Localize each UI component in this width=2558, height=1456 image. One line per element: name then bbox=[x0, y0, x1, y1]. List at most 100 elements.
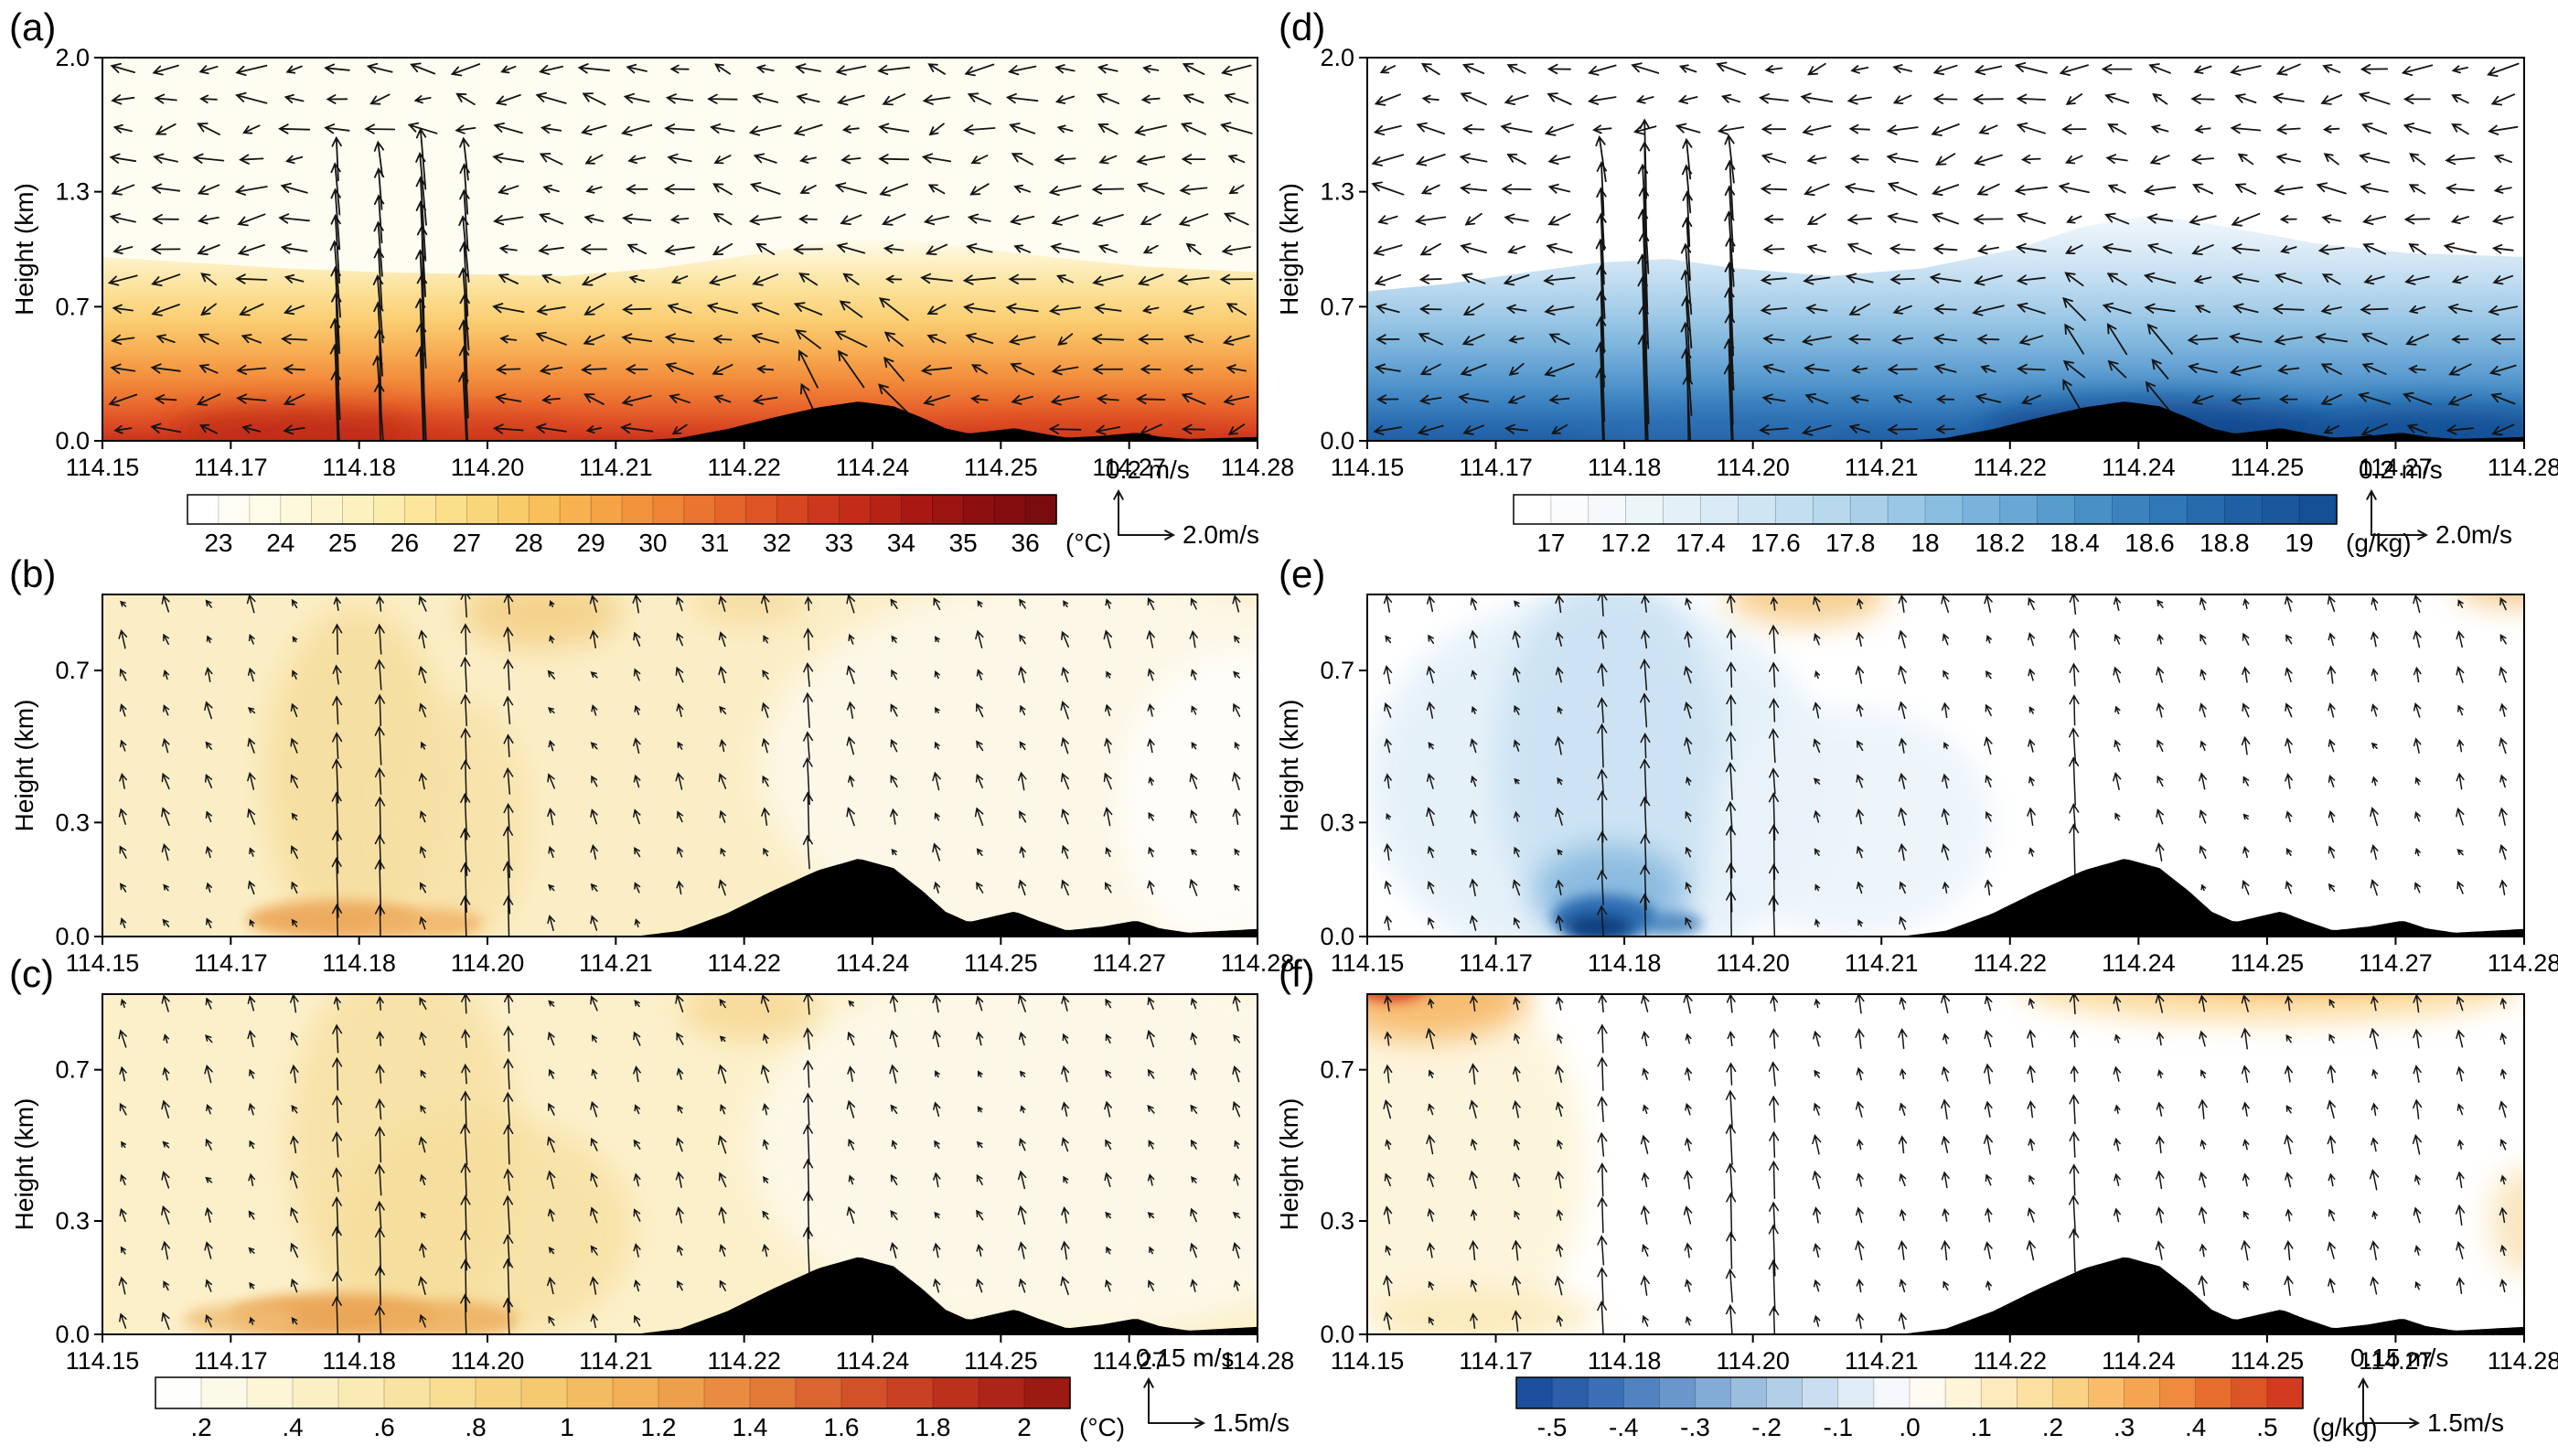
wind-vector bbox=[633, 1139, 641, 1150]
wind-vector bbox=[927, 63, 946, 75]
wind-vector bbox=[1941, 1135, 1950, 1153]
wind-vector bbox=[1725, 1268, 1736, 1303]
wind-vector bbox=[590, 883, 598, 893]
wind-vector bbox=[1019, 846, 1026, 858]
colorbar-cell bbox=[2074, 494, 2114, 525]
wind-vector bbox=[676, 1067, 684, 1080]
colorbar-tick-label: .0 bbox=[1899, 1413, 1920, 1441]
wind-vector bbox=[503, 658, 514, 691]
wind-vector bbox=[712, 334, 733, 344]
wind-vector bbox=[419, 702, 427, 718]
wind-vector bbox=[1377, 215, 1398, 225]
wind-vector bbox=[161, 994, 170, 1012]
plot-area bbox=[1367, 994, 2524, 1334]
wind-vector bbox=[163, 704, 170, 716]
wind-vector bbox=[2069, 727, 2080, 765]
colorbar-tick-label: 1.2 bbox=[641, 1413, 677, 1441]
wind-vector bbox=[634, 918, 641, 928]
wind-vector bbox=[1595, 316, 1607, 423]
wind-vector bbox=[969, 183, 990, 196]
wind-vector bbox=[283, 393, 305, 406]
wind-vector bbox=[623, 92, 650, 103]
wind-vector bbox=[1640, 864, 1651, 911]
wind-vector bbox=[1900, 1068, 1907, 1080]
wind-vector bbox=[1683, 1170, 1693, 1190]
colorbar-cell bbox=[795, 1376, 842, 1409]
x-tick-label: 114.21 bbox=[579, 1347, 653, 1375]
wind-vector bbox=[373, 247, 384, 310]
wind-vector bbox=[719, 998, 726, 1009]
wind-vector bbox=[1234, 1140, 1240, 1150]
wind-vector bbox=[460, 827, 471, 877]
wind-vector bbox=[2327, 594, 2336, 613]
ref-vertical-arrow bbox=[1143, 1376, 1154, 1424]
wind-vector bbox=[1147, 737, 1155, 754]
wind-vector bbox=[2320, 94, 2343, 105]
wind-vector bbox=[120, 883, 127, 893]
wind-vector bbox=[976, 1031, 984, 1046]
wind-vector bbox=[1219, 122, 1253, 134]
wind-vector bbox=[2199, 1205, 2208, 1224]
wind-vector bbox=[1371, 154, 1405, 166]
colorbar-unit: (°C) bbox=[1065, 529, 1111, 557]
wind-vector bbox=[2285, 1172, 2293, 1188]
colorbar-cell bbox=[1849, 494, 1889, 525]
x-tick-label: 114.20 bbox=[1716, 949, 1790, 977]
wind-vector bbox=[1596, 187, 1607, 252]
wind-vector bbox=[1887, 181, 1918, 196]
wind-vector bbox=[1095, 424, 1121, 435]
wind-vector bbox=[1009, 123, 1036, 134]
colorbar-cell bbox=[497, 494, 530, 525]
wind-vector bbox=[1470, 808, 1478, 824]
colorbar-cell bbox=[839, 494, 872, 525]
wind-vector bbox=[1814, 918, 1821, 927]
wind-vector bbox=[1512, 666, 1521, 683]
wind-vector-field bbox=[118, 594, 1241, 937]
wind-vector bbox=[840, 214, 862, 226]
wind-vector bbox=[2242, 666, 2251, 683]
shade-blob bbox=[2293, 406, 2524, 441]
wind-vector bbox=[108, 393, 138, 407]
wind-vector bbox=[923, 394, 950, 406]
y-axis-title: Height (km) bbox=[1275, 700, 1303, 832]
wind-vector bbox=[1385, 635, 1392, 644]
wind-vector bbox=[2360, 304, 2389, 315]
colorbar-cell bbox=[342, 494, 375, 525]
wind-vector bbox=[2361, 214, 2387, 225]
wind-vector bbox=[247, 707, 256, 714]
wind-vector bbox=[1513, 810, 1521, 822]
colorbar-tick-label: .5 bbox=[2256, 1413, 2277, 1441]
wind-vector bbox=[890, 703, 898, 717]
y-tick-label: 1.3 bbox=[55, 178, 90, 206]
wind-vector bbox=[495, 393, 522, 404]
wind-vector bbox=[1892, 94, 1912, 104]
wind-vector bbox=[1726, 661, 1737, 688]
wind-vector bbox=[162, 918, 170, 927]
wind-vector bbox=[846, 701, 856, 720]
wind-vector bbox=[2499, 1138, 2507, 1151]
wind-vector bbox=[1547, 183, 1571, 194]
wind-vector bbox=[1426, 807, 1435, 827]
wind-vector bbox=[283, 364, 305, 375]
wind-vector bbox=[2026, 1239, 2036, 1261]
wind-vector bbox=[718, 665, 727, 684]
wind-vector bbox=[1091, 214, 1124, 227]
wind-vector bbox=[161, 1171, 170, 1189]
wind-vector bbox=[2285, 848, 2293, 857]
wind-vector bbox=[840, 155, 862, 165]
wind-vector bbox=[1813, 595, 1821, 612]
wind-vector bbox=[2405, 334, 2429, 346]
wind-vector bbox=[2231, 243, 2260, 254]
wind-vector bbox=[2064, 323, 2084, 355]
wind-vector bbox=[1760, 274, 1787, 285]
wind-vector bbox=[2274, 185, 2304, 196]
wind-vector bbox=[934, 669, 940, 680]
wind-vector bbox=[1684, 630, 1693, 648]
wind-vector bbox=[1632, 124, 1657, 135]
wind-vector bbox=[2285, 1208, 2293, 1222]
wind-vector bbox=[249, 1281, 255, 1290]
wind-vector bbox=[1375, 334, 1400, 345]
wind-vector bbox=[590, 843, 598, 860]
wind-vector bbox=[2114, 812, 2121, 821]
wind-vector bbox=[2102, 242, 2132, 254]
